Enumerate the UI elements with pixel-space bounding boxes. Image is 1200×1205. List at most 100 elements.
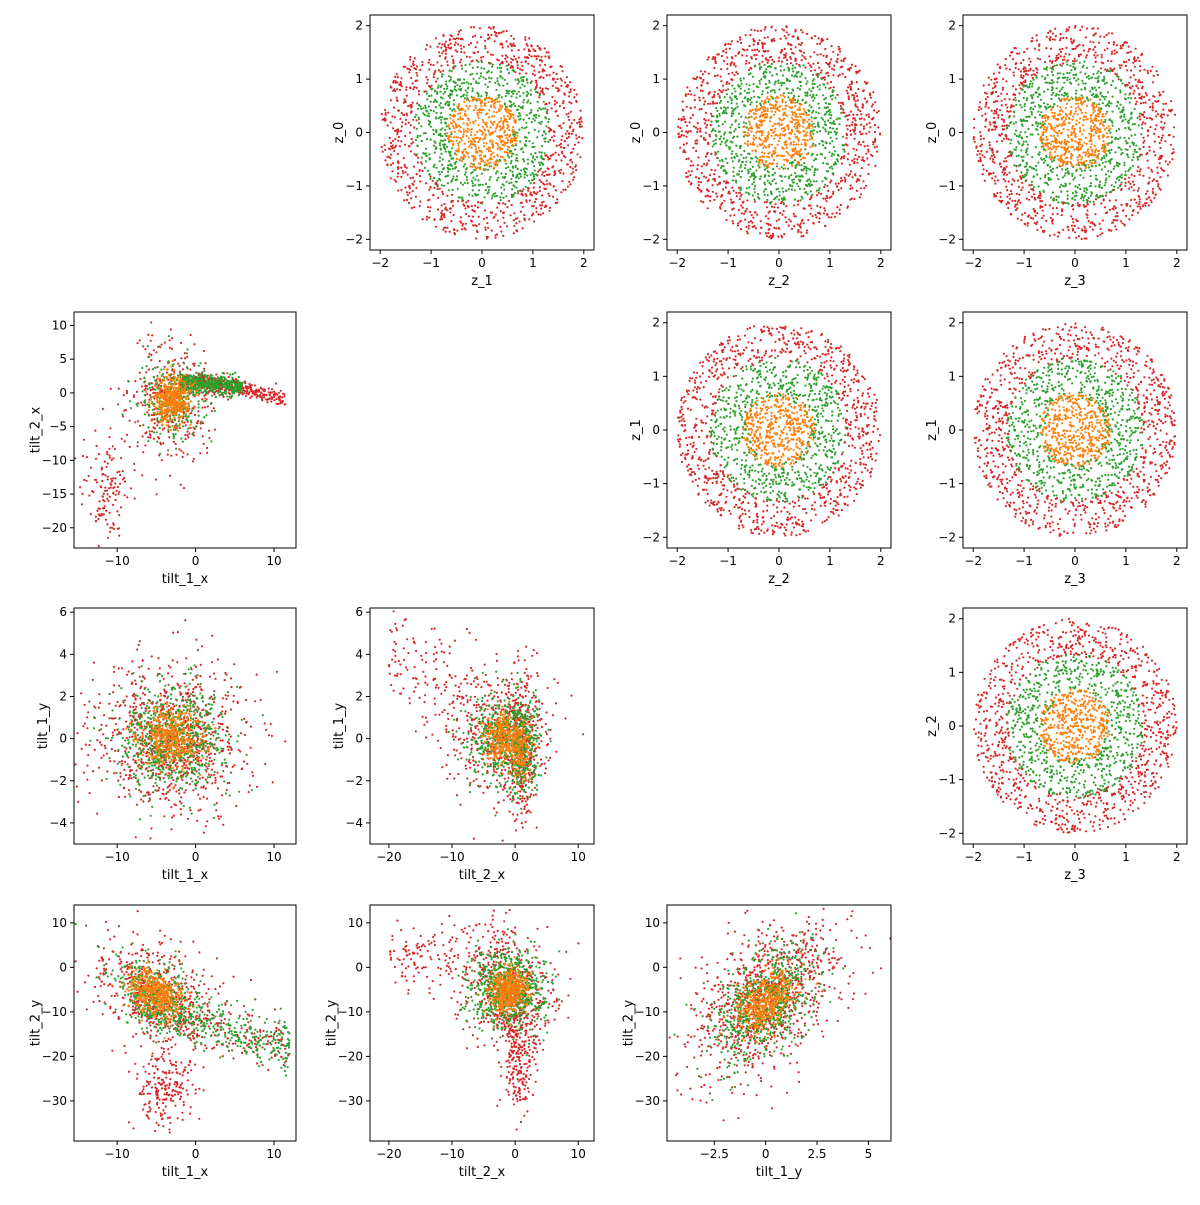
data-point (830, 137, 832, 139)
data-point (721, 55, 723, 57)
data-point (1009, 68, 1011, 70)
data-point (1153, 178, 1155, 180)
data-point (1137, 212, 1139, 214)
data-point (751, 150, 753, 152)
data-point (715, 107, 717, 109)
data-point (1106, 47, 1108, 49)
data-point (1034, 211, 1036, 213)
data-point (791, 185, 793, 187)
data-point (468, 146, 470, 148)
data-point (1099, 234, 1101, 236)
data-point (825, 141, 827, 143)
data-point (1155, 110, 1157, 112)
data-point (1007, 207, 1009, 209)
data-point (1006, 138, 1008, 140)
data-point (790, 58, 792, 60)
data-point (496, 164, 498, 166)
data-point (733, 64, 735, 66)
data-point (1152, 109, 1154, 111)
data-point (456, 136, 458, 138)
data-point (402, 172, 404, 174)
data-point (549, 207, 551, 209)
data-point (795, 167, 797, 169)
data-point (525, 126, 527, 128)
data-point (1042, 210, 1044, 212)
data-point (454, 163, 456, 165)
data-point (561, 79, 563, 81)
data-point (392, 127, 394, 129)
data-point (773, 89, 775, 91)
data-point (438, 51, 440, 53)
data-point (441, 127, 443, 129)
data-point (873, 109, 875, 111)
data-point (725, 172, 727, 174)
data-point (1005, 203, 1007, 205)
data-point (769, 120, 771, 122)
data-point (829, 111, 831, 113)
data-point (396, 133, 398, 135)
data-point (1147, 72, 1149, 74)
data-point (506, 137, 508, 139)
data-point (517, 192, 519, 194)
data-point (1111, 32, 1113, 34)
data-point (394, 179, 396, 181)
data-point (783, 159, 785, 161)
data-point (745, 210, 747, 212)
data-point (453, 214, 455, 216)
data-point (1065, 37, 1067, 39)
data-point (797, 37, 799, 39)
data-point (572, 168, 574, 170)
data-point (1139, 65, 1141, 67)
data-point (756, 101, 758, 103)
data-point (488, 109, 490, 111)
data-point (1068, 26, 1070, 28)
data-point (996, 151, 998, 153)
data-point (1160, 126, 1162, 128)
data-point (723, 200, 725, 202)
data-point (451, 110, 453, 112)
data-point (825, 198, 827, 200)
data-point (497, 67, 499, 69)
data-point (554, 100, 556, 102)
data-point (796, 130, 798, 132)
data-point (407, 174, 409, 176)
data-point (813, 174, 815, 176)
data-point (1002, 78, 1004, 80)
data-point (825, 130, 827, 132)
data-point (705, 176, 707, 178)
data-point (979, 101, 981, 103)
data-point (973, 138, 975, 140)
data-point (838, 102, 840, 104)
data-point (853, 161, 855, 163)
data-point (546, 154, 548, 156)
data-point (748, 193, 750, 195)
data-point (468, 137, 470, 139)
data-point (1160, 121, 1162, 123)
data-point (832, 172, 834, 174)
data-point (686, 142, 688, 144)
data-point (834, 216, 836, 218)
data-point (463, 78, 465, 80)
data-point (849, 188, 851, 190)
data-point (1072, 221, 1074, 223)
data-point (397, 76, 399, 78)
data-point (505, 195, 507, 197)
data-point (562, 173, 564, 175)
data-point (992, 91, 994, 93)
data-point (678, 136, 680, 138)
data-point (540, 208, 542, 210)
data-point (1020, 74, 1022, 76)
data-point (488, 162, 490, 164)
data-point (448, 70, 450, 72)
data-point (522, 206, 524, 208)
data-point (388, 148, 390, 150)
data-point (797, 223, 799, 225)
data-point (780, 84, 782, 86)
data-point (792, 35, 794, 37)
data-point (734, 120, 736, 122)
data-point (774, 150, 776, 152)
data-point (519, 115, 521, 117)
data-point (1110, 230, 1112, 232)
data-point (461, 228, 463, 230)
data-point (416, 87, 418, 89)
